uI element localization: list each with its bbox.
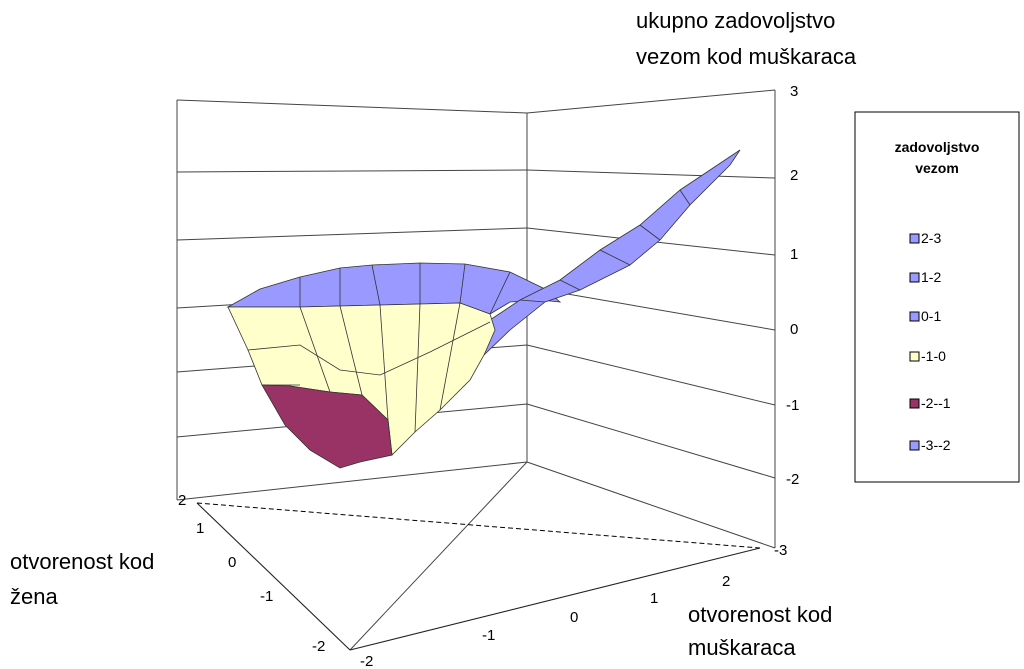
y-axis-title-line: žena xyxy=(10,584,58,609)
z-tick: -2 xyxy=(786,471,799,488)
legend-label: -2--1 xyxy=(921,395,951,411)
legend-swatch xyxy=(909,351,920,362)
z-tick: 1 xyxy=(790,246,798,263)
legend-swatch xyxy=(909,398,920,409)
floor xyxy=(196,461,761,651)
x-tick: 1 xyxy=(650,590,658,607)
legend-label: -1-0 xyxy=(921,348,946,364)
z-tick: 0 xyxy=(790,321,798,338)
surface-band-m2-m1 xyxy=(261,384,393,469)
legend-box xyxy=(854,111,1020,483)
x-axis-title: otvorenost kod muškaraca xyxy=(688,602,832,660)
x-tick: 0 xyxy=(570,609,578,626)
x-axis-title-line: otvorenost kod xyxy=(688,602,832,627)
y-axis-title: otvorenost kod žena xyxy=(10,549,154,609)
legend-label: -3--2 xyxy=(921,437,951,453)
x-tick: -1 xyxy=(482,627,495,644)
surface-band-0-1-ridge xyxy=(483,149,741,357)
x-axis-title-line: muškaraca xyxy=(688,635,796,660)
legend-title: vezom xyxy=(915,160,959,176)
y-tick: 2 xyxy=(178,492,186,509)
legend-swatch xyxy=(909,233,920,244)
z-tick: 3 xyxy=(790,83,798,100)
x-tick: 2 xyxy=(722,573,730,590)
z-axis-title: ukupno zadovoljstvo vezom kod muškaraca xyxy=(636,8,857,69)
y-axis-title-line: otvorenost kod xyxy=(10,549,154,574)
legend-swatch xyxy=(909,311,920,322)
legend: zadovoljstvo vezom 2-3 1-2 0-1 -1-0 -2--… xyxy=(854,111,1020,483)
legend-swatch xyxy=(909,440,920,451)
y-tick: -2 xyxy=(312,638,325,655)
legend-label: 2-3 xyxy=(921,230,941,246)
y-tick: 0 xyxy=(228,554,236,571)
z-axis-title-line: ukupno zadovoljstvo xyxy=(636,8,835,33)
y-axis-ticks: 2 1 0 -1 -2 xyxy=(178,492,325,655)
x-axis-ticks: -2 -1 0 1 2 xyxy=(360,573,730,669)
y-tick: 1 xyxy=(196,520,204,537)
z-tick: -3 xyxy=(774,542,787,559)
z-axis-ticks: 3 2 1 0 -1 -2 -3 xyxy=(774,83,799,559)
x-tick: -2 xyxy=(360,653,373,669)
z-tick: -1 xyxy=(786,397,799,414)
legend-label: 1-2 xyxy=(921,269,941,285)
legend-swatch xyxy=(909,272,920,283)
legend-title: zadovoljstvo xyxy=(895,139,980,155)
y-tick: -1 xyxy=(260,588,273,605)
z-tick: 2 xyxy=(790,167,798,184)
z-axis-title-line: vezom kod muškaraca xyxy=(636,44,857,69)
surface xyxy=(226,149,741,469)
legend-label: 0-1 xyxy=(921,308,941,324)
